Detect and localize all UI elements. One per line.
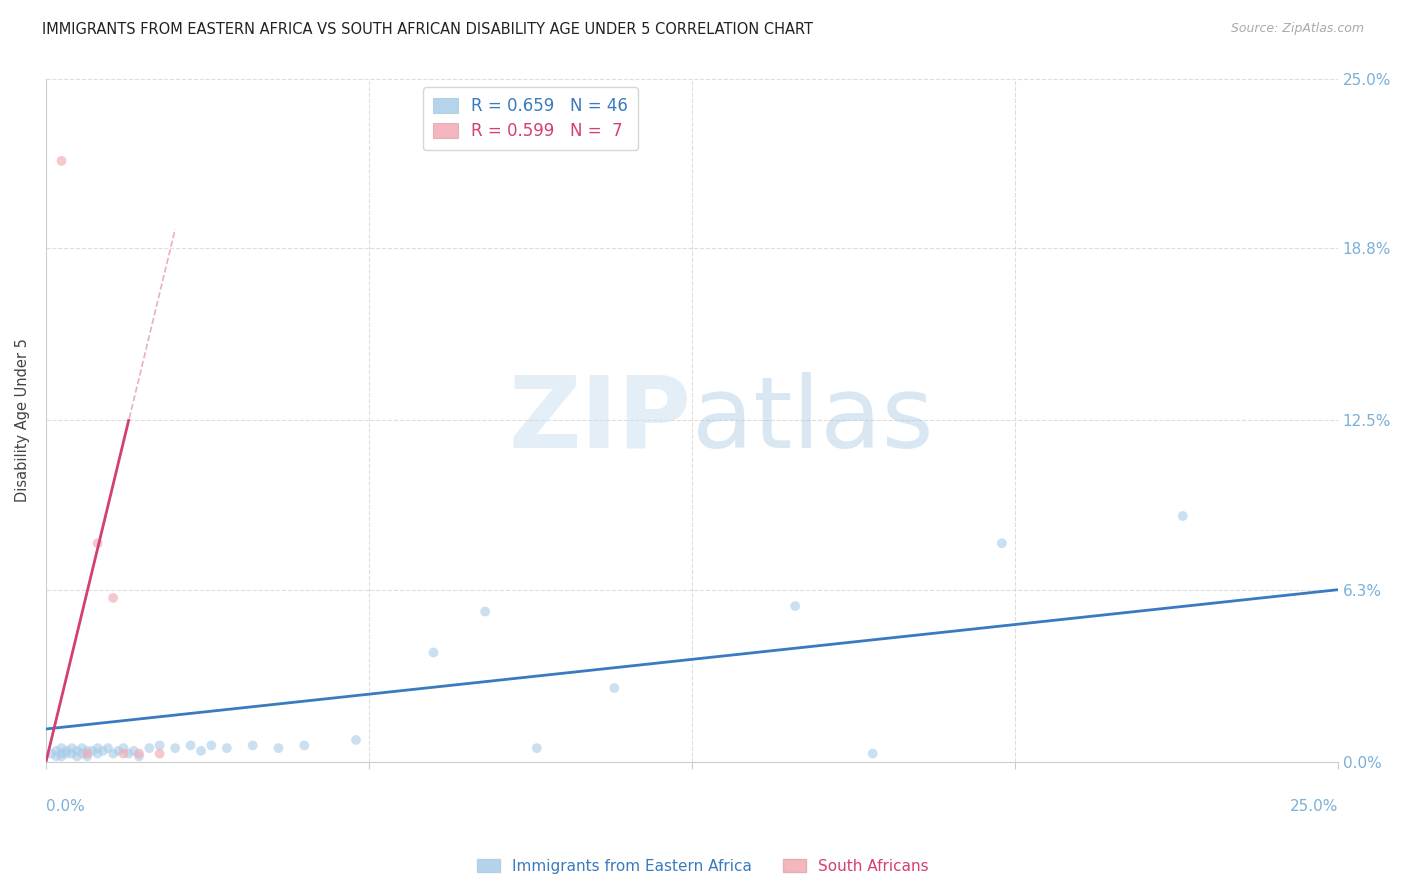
Legend: R = 0.659   N = 46, R = 0.599   N =  7: R = 0.659 N = 46, R = 0.599 N = 7 [423,87,638,150]
Legend: Immigrants from Eastern Africa, South Africans: Immigrants from Eastern Africa, South Af… [471,853,935,880]
Point [55,747,77,761]
Point [101,591,124,605]
Text: Source: ZipAtlas.com: Source: ZipAtlas.com [1230,22,1364,36]
Point [603,681,626,695]
Point [101,747,124,761]
Point [76,747,98,761]
Text: 25.0%: 25.0% [1289,799,1337,814]
Point [862,747,884,761]
Point [60,747,83,761]
Text: ZIP: ZIP [509,372,692,469]
Point [1171,508,1194,523]
Y-axis label: Disability Age Under 5: Disability Age Under 5 [15,338,30,502]
Point [242,739,264,753]
Point [785,599,807,613]
Point [76,749,98,764]
Point [51,741,73,756]
Point [180,739,202,753]
Point [45,744,67,758]
Point [165,741,187,756]
Point [190,744,212,758]
Point [45,749,67,764]
Point [422,646,444,660]
Point [107,744,129,758]
Point [91,744,114,758]
Point [128,749,150,764]
Point [86,536,108,550]
Point [82,744,104,758]
Point [86,741,108,756]
Point [55,744,77,758]
Point [149,739,172,753]
Point [200,739,222,753]
Point [112,741,135,756]
Point [39,747,62,761]
Point [292,739,315,753]
Text: atlas: atlas [692,372,934,469]
Point [76,744,98,758]
Point [112,747,135,761]
Point [128,747,150,761]
Point [51,747,73,761]
Point [474,605,496,619]
Point [70,747,93,761]
Point [66,744,89,758]
Point [51,153,73,168]
Point [526,741,548,756]
Text: IMMIGRANTS FROM EASTERN AFRICA VS SOUTH AFRICAN DISABILITY AGE UNDER 5 CORRELATI: IMMIGRANTS FROM EASTERN AFRICA VS SOUTH … [42,22,813,37]
Point [117,747,139,761]
Point [138,741,160,756]
Point [991,536,1014,550]
Point [267,741,290,756]
Point [66,749,89,764]
Point [51,749,73,764]
Point [122,744,145,758]
Point [149,747,172,761]
Point [86,747,108,761]
Point [344,733,367,747]
Point [60,741,83,756]
Point [97,741,120,756]
Point [70,741,93,756]
Point [215,741,238,756]
Text: 0.0%: 0.0% [46,799,84,814]
